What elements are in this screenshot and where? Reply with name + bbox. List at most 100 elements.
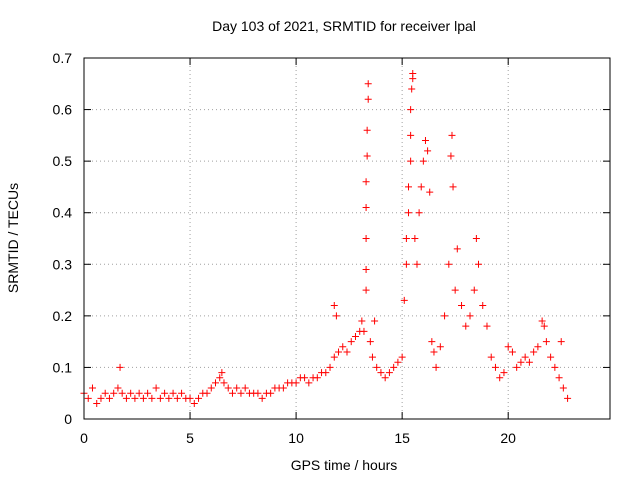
data-point <box>394 358 402 366</box>
data-point <box>195 394 203 402</box>
data-point <box>409 75 417 83</box>
data-point <box>105 394 113 402</box>
data-point <box>207 384 215 392</box>
data-point <box>564 394 572 402</box>
y-tick-label: 0.5 <box>53 153 73 169</box>
data-point <box>135 389 143 397</box>
data-point <box>127 389 135 397</box>
data-point <box>233 384 241 392</box>
data-point <box>390 363 398 371</box>
data-point <box>402 235 410 242</box>
data-point <box>101 389 109 397</box>
x-tick-label: 20 <box>500 430 516 446</box>
data-point <box>408 85 416 93</box>
data-point <box>362 286 370 294</box>
data-point <box>362 204 370 212</box>
y-tick-label: 0.2 <box>53 308 73 324</box>
data-point <box>424 147 432 155</box>
data-point <box>557 338 565 346</box>
data-point <box>118 389 126 397</box>
data-point <box>445 260 453 268</box>
data-point <box>417 183 425 191</box>
data-point <box>458 302 466 310</box>
data-point <box>114 384 122 392</box>
y-tick-label: 0.4 <box>53 205 73 221</box>
data-point <box>430 348 438 356</box>
data-point <box>540 322 548 330</box>
data-point <box>508 348 516 356</box>
data-point <box>448 131 456 139</box>
data-point <box>555 374 563 382</box>
data-point <box>405 209 413 217</box>
y-tick-label: 0.3 <box>53 256 73 272</box>
data-point <box>462 322 470 330</box>
data-point <box>358 317 366 325</box>
data-point <box>156 394 164 402</box>
data-point <box>504 343 512 351</box>
data-point <box>421 137 429 145</box>
data-point <box>161 389 169 397</box>
data-point <box>426 188 434 196</box>
x-tick-label: 0 <box>80 430 88 446</box>
x-tick-label: 10 <box>288 430 304 446</box>
data-point <box>377 369 385 377</box>
data-point <box>301 374 309 382</box>
data-point <box>373 363 381 371</box>
data-point <box>385 369 393 377</box>
data-point <box>542 338 550 346</box>
data-point <box>559 384 567 392</box>
data-point <box>413 260 421 268</box>
data-point <box>212 379 219 387</box>
data-point <box>326 363 334 371</box>
data-point <box>517 358 525 366</box>
data-point <box>364 80 372 88</box>
data-point <box>347 338 355 346</box>
data-point <box>483 322 491 330</box>
data-point <box>407 131 415 139</box>
data-point <box>362 235 370 242</box>
data-point <box>122 394 130 402</box>
data-point <box>216 374 224 382</box>
x-tick-label: 15 <box>394 430 410 446</box>
data-point <box>449 183 457 191</box>
data-point <box>84 394 92 402</box>
data-point <box>330 302 338 310</box>
y-axis-label: SRMTID / TECUs <box>5 183 21 293</box>
data-point <box>305 379 313 387</box>
data-point <box>411 235 419 242</box>
data-point <box>441 312 449 320</box>
data-point <box>491 363 499 371</box>
data-point <box>131 394 139 402</box>
data-point <box>407 157 415 165</box>
data-point <box>432 363 440 371</box>
data-point <box>97 394 105 402</box>
data-point <box>322 369 330 377</box>
data-point <box>530 348 538 356</box>
y-tick-label: 0 <box>64 411 72 427</box>
data-point <box>451 286 459 294</box>
data-point <box>267 389 275 397</box>
data-point <box>203 389 211 397</box>
data-point <box>313 374 321 382</box>
data-point <box>292 379 300 387</box>
data-point <box>363 152 371 160</box>
y-tick-label: 0.1 <box>53 359 73 375</box>
data-series-srmtid <box>80 69 572 408</box>
data-point <box>351 332 359 340</box>
data-point <box>500 369 508 377</box>
data-point <box>228 389 236 397</box>
data-point <box>173 394 181 402</box>
data-point <box>472 235 480 242</box>
data-point <box>178 389 186 397</box>
data-point <box>343 348 351 356</box>
data-point <box>398 353 406 361</box>
data-point <box>381 374 389 382</box>
data-point <box>475 260 482 268</box>
data-point <box>534 343 542 351</box>
data-point <box>362 265 370 273</box>
data-point <box>419 157 427 165</box>
data-point <box>139 394 147 402</box>
data-point <box>335 348 343 356</box>
data-point <box>371 317 379 325</box>
